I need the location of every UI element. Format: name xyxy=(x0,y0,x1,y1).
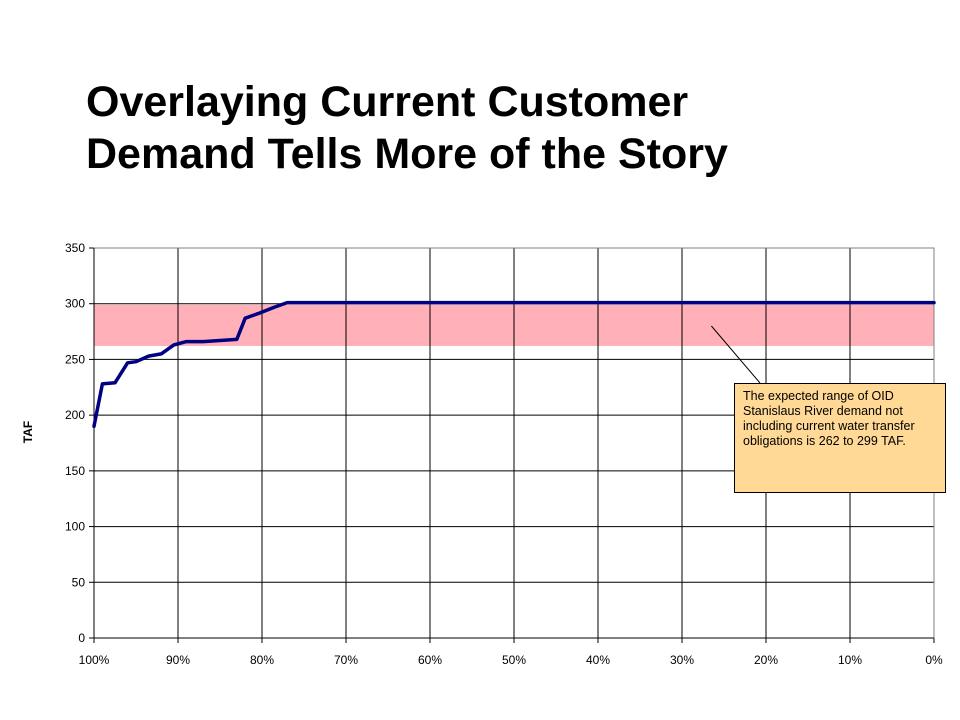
x-tick-label: 50% xyxy=(502,653,526,667)
y-tick-label: 50 xyxy=(72,575,86,589)
x-tick-label: 70% xyxy=(334,653,358,667)
slide-title-line-1: Overlaying Current Customer xyxy=(86,78,689,126)
x-tick-label: 10% xyxy=(838,653,862,667)
y-tick-label: 300 xyxy=(65,297,85,311)
x-tick-label: 0% xyxy=(925,653,943,667)
x-tick-label: 60% xyxy=(418,653,442,667)
y-axis-title: TAF xyxy=(21,421,35,443)
callout-leader-layer xyxy=(711,325,761,384)
x-tick-label: 80% xyxy=(250,653,274,667)
x-tick-label: 30% xyxy=(670,653,694,667)
y-tick-label: 150 xyxy=(65,464,85,478)
y-tick-label: 350 xyxy=(65,241,85,255)
slide-title-line-2: Demand Tells More of the Story xyxy=(86,130,728,178)
x-tick-label: 100% xyxy=(79,653,110,667)
x-tick-label: 40% xyxy=(586,653,610,667)
y-tick-label: 0 xyxy=(78,631,85,645)
annotation-callout: The expected range of OID Stanislaus Riv… xyxy=(734,383,946,493)
demand-series-line xyxy=(92,300,936,429)
x-tick-label: 90% xyxy=(166,653,190,667)
y-tick-labels: 0 50 100 150 200 250 300 350 xyxy=(65,241,85,645)
y-tick-label: 200 xyxy=(65,408,85,422)
y-tick-label: 100 xyxy=(65,520,85,534)
callout-leader-line xyxy=(711,325,761,384)
y-tick-label: 250 xyxy=(65,352,85,366)
slide-title: Overlaying Current Customer Demand Tells… xyxy=(86,76,906,180)
x-tick-label: 20% xyxy=(754,653,778,667)
series-layer xyxy=(92,300,936,429)
x-tick-labels: 100% 90% 80% 70% 60% 50% 40% 30% 20% 10% 0% xyxy=(79,653,943,667)
